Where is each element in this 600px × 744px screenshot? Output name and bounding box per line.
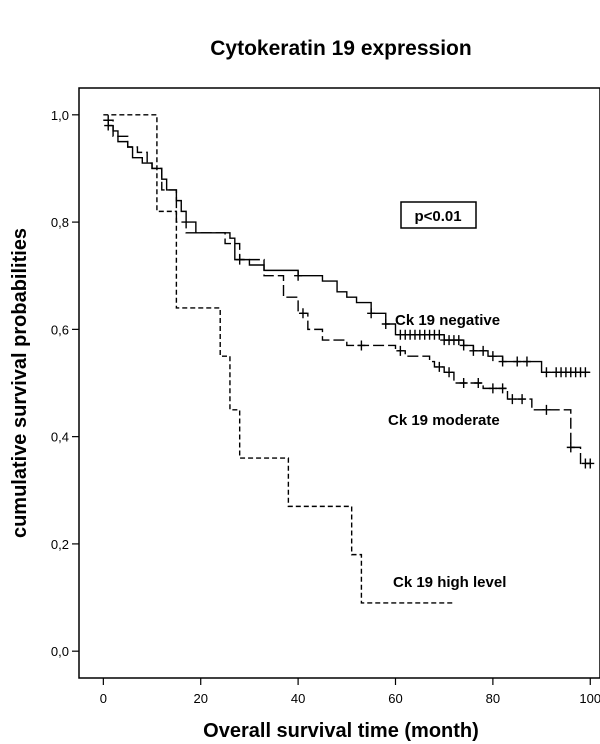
censor-mark xyxy=(459,340,468,351)
censor-mark xyxy=(435,329,444,340)
p-value-box: p<0.01 xyxy=(400,201,477,229)
censor-mark xyxy=(542,404,551,415)
series-label-ck19-moderate: Ck 19 moderate xyxy=(388,412,500,429)
series-1 xyxy=(103,115,595,469)
censor-mark xyxy=(488,383,497,394)
series-0 xyxy=(103,119,591,378)
x-tick-label: 0 xyxy=(100,691,107,706)
censor-mark xyxy=(357,340,366,351)
y-axis-ticks: 0,0 0,2 0,4 0,6 0,8 1,0 xyxy=(51,108,79,659)
censor-mark xyxy=(445,367,454,378)
survival-curve-2 xyxy=(103,114,454,604)
x-tick-label: 60 xyxy=(388,691,402,706)
censor-mark xyxy=(367,308,376,319)
censor-mark xyxy=(513,356,522,367)
series-2 xyxy=(103,114,454,604)
censor-mark xyxy=(381,319,390,329)
chart-title: Cytokeratin 19 expression xyxy=(210,37,471,60)
y-tick-label: 0,6 xyxy=(51,322,69,337)
x-axis-title: Overall survival time (month) xyxy=(203,720,479,742)
censor-mark xyxy=(454,335,463,346)
censor-mark xyxy=(498,356,507,367)
y-tick-label: 0,0 xyxy=(51,644,69,659)
x-tick-label: 20 xyxy=(193,691,207,706)
censor-mark xyxy=(566,442,575,453)
y-tick-label: 0,8 xyxy=(51,215,69,230)
plot-frame xyxy=(78,87,600,679)
censor-mark xyxy=(518,394,527,405)
y-tick-label: 0,2 xyxy=(51,537,69,552)
x-axis-ticks: 0 20 40 60 80 100 xyxy=(100,678,600,706)
x-tick-label: 100 xyxy=(579,691,600,706)
survival-curve-1 xyxy=(103,119,591,465)
censor-mark xyxy=(396,345,405,356)
censor-mark xyxy=(474,378,483,388)
censor-mark xyxy=(542,367,551,378)
series-label-ck19-high-level: Ck 19 high level xyxy=(393,574,506,591)
censor-mark xyxy=(479,345,488,356)
censor-mark xyxy=(586,458,595,469)
censor-mark xyxy=(298,308,307,319)
censor-mark xyxy=(459,378,468,388)
censor-mark xyxy=(498,383,507,394)
censor-mark xyxy=(435,361,444,372)
series-label-ck19-negative: Ck 19 negative xyxy=(395,312,500,329)
y-tick-label: 1,0 xyxy=(51,108,69,123)
censor-mark xyxy=(469,345,478,356)
censor-mark xyxy=(581,367,590,378)
p-value-text: p<0.01 xyxy=(414,208,461,225)
censor-mark xyxy=(488,351,497,362)
y-tick-label: 0,4 xyxy=(51,430,69,445)
y-axis-title: cumulative survival probabilities xyxy=(9,228,31,538)
censor-mark xyxy=(508,394,517,405)
series-layer xyxy=(103,114,595,604)
x-tick-label: 80 xyxy=(486,691,500,706)
censor-mark xyxy=(104,115,113,126)
censor-mark xyxy=(522,356,531,367)
x-tick-label: 40 xyxy=(291,691,305,706)
censor-mark xyxy=(294,270,303,281)
